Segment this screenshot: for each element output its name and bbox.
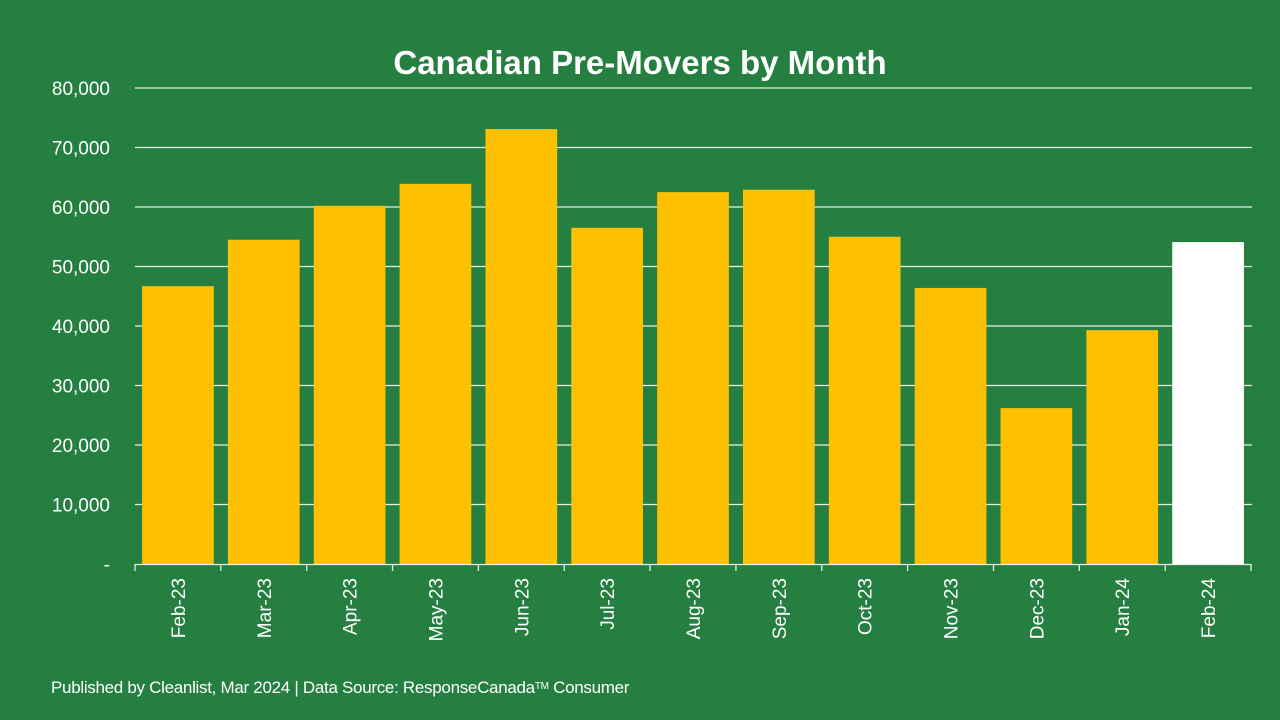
chart-title: Canadian Pre-Movers by Month [393, 44, 887, 81]
x-tick-label: Oct-23 [856, 578, 877, 635]
bar-mar-23 [227, 239, 300, 564]
bar-jan-24 [1086, 330, 1159, 564]
x-tick-label: Apr-23 [341, 578, 362, 635]
y-axis-tick-labels: - 10,000 20,000 30,000 40,000 50,000 60,000 70,… [52, 79, 110, 576]
footer-text-end: Consumer [548, 678, 630, 697]
bar-feb-23 [142, 286, 214, 564]
x-tick-label: Jan-24 [1113, 578, 1134, 637]
bar-apr-23 [313, 205, 386, 564]
x-tick-label: Jul-23 [598, 578, 619, 630]
x-tick-label: Feb-24 [1199, 578, 1220, 639]
bar-nov-23 [914, 287, 987, 564]
footer-source-note: Published by Cleanlist, Mar 2024 | Data … [51, 678, 629, 698]
y-tick-label: 70,000 [52, 139, 110, 160]
y-tick-label: 40,000 [52, 317, 110, 338]
bar-may-23 [399, 183, 472, 565]
y-tick-label: 80,000 [52, 79, 110, 100]
x-tick-label: Nov-23 [942, 578, 963, 639]
y-tick-label: 20,000 [52, 436, 110, 457]
bar-jul-23 [571, 227, 643, 564]
bar-sep-23 [743, 189, 815, 564]
bar-aug-23 [657, 192, 729, 564]
y-tick-label: 60,000 [52, 198, 110, 219]
x-tick-label: Jun-23 [512, 578, 533, 636]
trademark-mark: TM [534, 681, 549, 692]
x-axis-tick-labels: Feb-23 Mar-23 Apr-23 May-23 Jun-23 Jul-23 Aug-… [169, 578, 1220, 642]
x-tick-label: Mar-23 [255, 578, 276, 638]
x-tick-label: Feb-23 [169, 578, 190, 638]
x-axis [134, 563, 1252, 571]
y-tick-label: 30,000 [52, 377, 110, 398]
x-tick-label: Sep-23 [770, 578, 791, 639]
bar-oct-23 [828, 236, 901, 564]
bars [142, 129, 1244, 565]
y-tick-label: 10,000 [52, 496, 110, 517]
x-tick-label: Aug-23 [684, 578, 705, 639]
x-tick-label: May-23 [426, 578, 447, 641]
y-tick-label: 50,000 [52, 258, 110, 279]
y-tick-label: - [104, 555, 110, 576]
bar-dec-23 [1000, 408, 1073, 564]
bar-feb-24 [1172, 242, 1244, 565]
x-tick-label: Dec-23 [1027, 578, 1048, 639]
footer-text: Published by Cleanlist, Mar 2024 | Data … [51, 678, 535, 697]
bar-jun-23 [485, 129, 558, 564]
